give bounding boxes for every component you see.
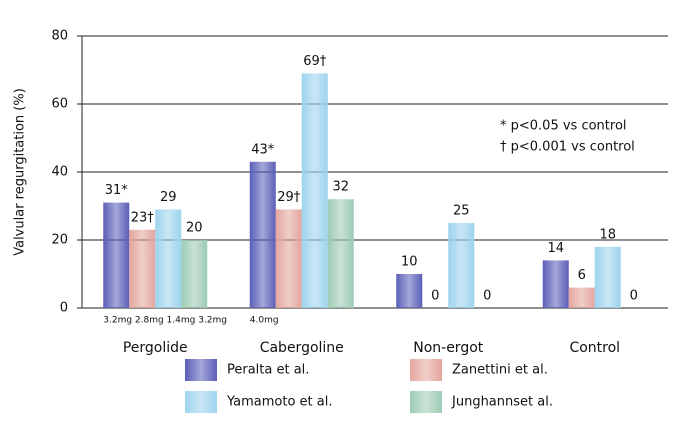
- data-label: 18: [599, 227, 616, 242]
- legend-swatch: [185, 359, 217, 381]
- legend-label: Yamamoto et al.: [226, 395, 333, 410]
- legend-label: Junghannset al.: [451, 395, 553, 410]
- y-tick-label: 0: [60, 301, 68, 316]
- data-label: 6: [578, 268, 586, 283]
- bar: [568, 287, 595, 308]
- bar: [181, 240, 208, 308]
- data-label: 43*: [251, 142, 275, 157]
- data-label: 29†: [277, 190, 301, 205]
- dose-label: 4.0mg: [250, 316, 279, 326]
- y-tick-label: 40: [51, 165, 68, 180]
- data-label: 25: [453, 204, 470, 219]
- data-label: 69†: [303, 54, 327, 69]
- bar: [155, 209, 182, 308]
- bar: [594, 246, 621, 308]
- annotation: † p<0.001 vs control: [500, 140, 635, 155]
- legend-swatch: [410, 359, 442, 381]
- annotation: * p<0.05 vs control: [500, 119, 627, 134]
- bar: [275, 209, 302, 308]
- x-tick-label: Non-ergot: [413, 340, 484, 356]
- bar: [129, 229, 156, 308]
- data-label: 23†: [131, 210, 155, 225]
- bar: [396, 274, 423, 308]
- data-label: 20: [186, 221, 203, 236]
- data-label: 0: [630, 289, 638, 304]
- legend-swatch: [185, 391, 217, 413]
- data-label: 14: [547, 241, 564, 256]
- legend-label: Peralta et al.: [227, 363, 309, 378]
- data-label: 29: [160, 190, 177, 205]
- data-label: 10: [401, 255, 418, 270]
- data-label: 31*: [105, 183, 129, 198]
- data-label: 0: [431, 289, 439, 304]
- bar: [301, 73, 328, 309]
- bar: [249, 161, 276, 308]
- y-axis-label: Valvular regurgitation (%): [13, 88, 28, 256]
- data-label: 0: [483, 289, 491, 304]
- x-tick-label: Cabergoline: [260, 340, 344, 356]
- x-tick-label: Pergolide: [123, 340, 188, 356]
- dose-label: 3.2mg 2.8mg 1.4mg 3.2mg: [103, 316, 227, 326]
- legend-label: Zanettini et al.: [452, 363, 548, 378]
- data-label: 32: [332, 180, 349, 195]
- y-tick-label: 80: [51, 29, 68, 44]
- x-tick-label: Control: [569, 340, 620, 356]
- bar: [327, 199, 354, 308]
- legend-swatch: [410, 391, 442, 413]
- bar: [542, 260, 569, 308]
- bar: [448, 223, 475, 308]
- bar: [103, 202, 130, 308]
- y-tick-label: 60: [51, 97, 68, 112]
- y-tick-label: 20: [51, 233, 68, 248]
